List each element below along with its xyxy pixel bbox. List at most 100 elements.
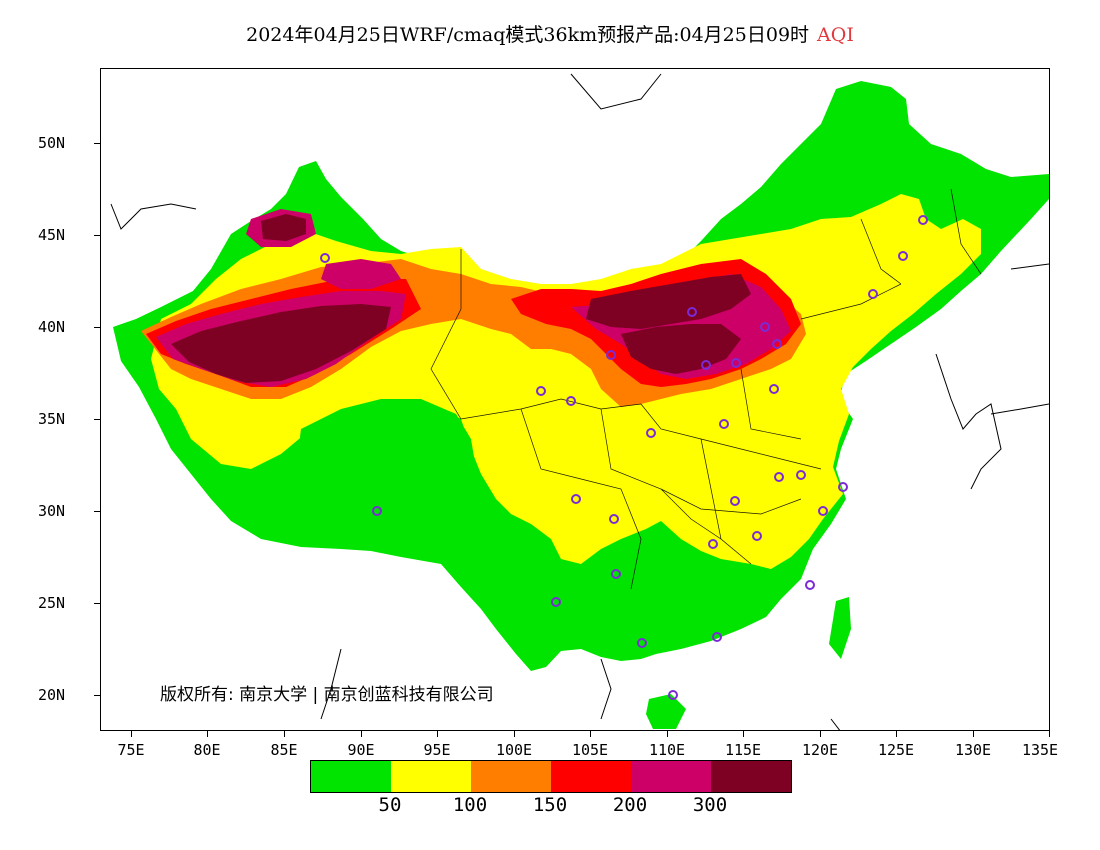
station-marker [372, 506, 382, 516]
station-marker [918, 215, 928, 225]
lon-label: 85E [270, 741, 298, 759]
station-marker [719, 419, 729, 429]
legend-swatch-orange [471, 761, 551, 792]
legend-label: 200 [612, 794, 648, 816]
lat-label: 50N [38, 134, 66, 152]
x-tick [207, 731, 208, 737]
station-marker [687, 307, 697, 317]
coast-philippines [830, 718, 841, 730]
station-marker [838, 482, 848, 492]
y-tick [94, 603, 100, 604]
station-marker [701, 360, 711, 370]
lon-label: 110E [648, 741, 686, 759]
lon-label: 75E [117, 741, 145, 759]
lat-label: 25N [38, 594, 66, 612]
station-marker [571, 494, 581, 504]
x-tick [361, 731, 362, 737]
station-marker [760, 322, 770, 332]
coast-japan [990, 403, 1049, 415]
region-maroon-ne [261, 214, 306, 241]
station-marker [708, 539, 718, 549]
coast-korea-japan [935, 353, 1002, 490]
station-marker [646, 428, 656, 438]
y-tick [94, 143, 100, 144]
coast-vietnam [600, 658, 612, 720]
station-marker [566, 396, 576, 406]
title-main: 2024年04月25日WRF/cmaq模式36km预报产品:04月25日09时 [246, 24, 810, 46]
island-hainan [646, 694, 686, 729]
legend-swatch-maroon [711, 761, 791, 792]
station-marker [730, 496, 740, 506]
station-marker [805, 580, 815, 590]
station-marker [796, 470, 806, 480]
lon-label: 80E [193, 741, 221, 759]
lat-label: 40N [38, 318, 66, 336]
lon-label: 115E [724, 741, 762, 759]
station-marker [551, 597, 561, 607]
coast-sakhalin [1010, 263, 1049, 270]
province-borders [430, 188, 982, 590]
legend-swatch-red [551, 761, 631, 792]
x-tick [820, 731, 821, 737]
region-green-tibet [296, 399, 491, 529]
x-tick [590, 731, 591, 737]
lon-label: 135E [1021, 741, 1059, 759]
lat-label: 30N [38, 502, 66, 520]
x-tick [973, 731, 974, 737]
station-marker [536, 386, 546, 396]
lon-label: 130E [954, 741, 992, 759]
station-marker [320, 253, 330, 263]
station-marker [772, 339, 782, 349]
y-tick [94, 419, 100, 420]
station-marker [818, 506, 828, 516]
region-maroon-tarim [171, 304, 391, 383]
y-tick [94, 511, 100, 512]
legend-swatch-green [311, 761, 391, 792]
legend-label: 50 [378, 794, 402, 816]
station-marker [868, 289, 878, 299]
lat-label: 20N [38, 686, 66, 704]
lon-label: 125E [877, 741, 915, 759]
x-tick [437, 731, 438, 737]
region-maroon-central [621, 324, 741, 374]
lon-label: 95E [423, 741, 451, 759]
legend-label: 100 [452, 794, 488, 816]
lon-label: 105E [571, 741, 609, 759]
coast-burma [320, 648, 342, 720]
station-marker [712, 632, 722, 642]
legend-label: 300 [692, 794, 728, 816]
legend-label: 150 [532, 794, 568, 816]
x-tick [284, 731, 285, 737]
map-title: 2024年04月25日WRF/cmaq模式36km预报产品:04月25日09时 A… [0, 20, 1100, 47]
y-tick [94, 235, 100, 236]
x-tick [896, 731, 897, 737]
lat-label: 35N [38, 410, 66, 428]
coast-kazakh [110, 203, 197, 230]
station-marker [637, 638, 647, 648]
region-purple-ne2 [321, 259, 401, 289]
lon-label: 120E [801, 741, 839, 759]
station-marker [609, 514, 619, 524]
station-marker [774, 472, 784, 482]
station-marker [668, 690, 678, 700]
lon-label: 100E [495, 741, 533, 759]
station-marker [898, 251, 908, 261]
y-tick [94, 695, 100, 696]
lat-label: 45N [38, 226, 66, 244]
legend-swatch-yellow [391, 761, 471, 792]
region-maroon-north [586, 274, 751, 329]
color-legend [310, 760, 792, 793]
station-marker [769, 384, 779, 394]
station-marker [752, 531, 762, 541]
x-tick [131, 731, 132, 737]
copyright-text: 版权所有: 南京大学 | 南京创蓝科技有限公司 [160, 685, 494, 705]
station-marker [731, 358, 741, 368]
x-tick [667, 731, 668, 737]
aqi-map [110, 73, 1049, 730]
station-marker [611, 569, 621, 579]
neighbor-border-mongolia [570, 73, 662, 110]
lon-label: 90E [347, 741, 375, 759]
legend-swatch-purple [631, 761, 711, 792]
x-tick [743, 731, 744, 737]
x-tick [514, 731, 515, 737]
